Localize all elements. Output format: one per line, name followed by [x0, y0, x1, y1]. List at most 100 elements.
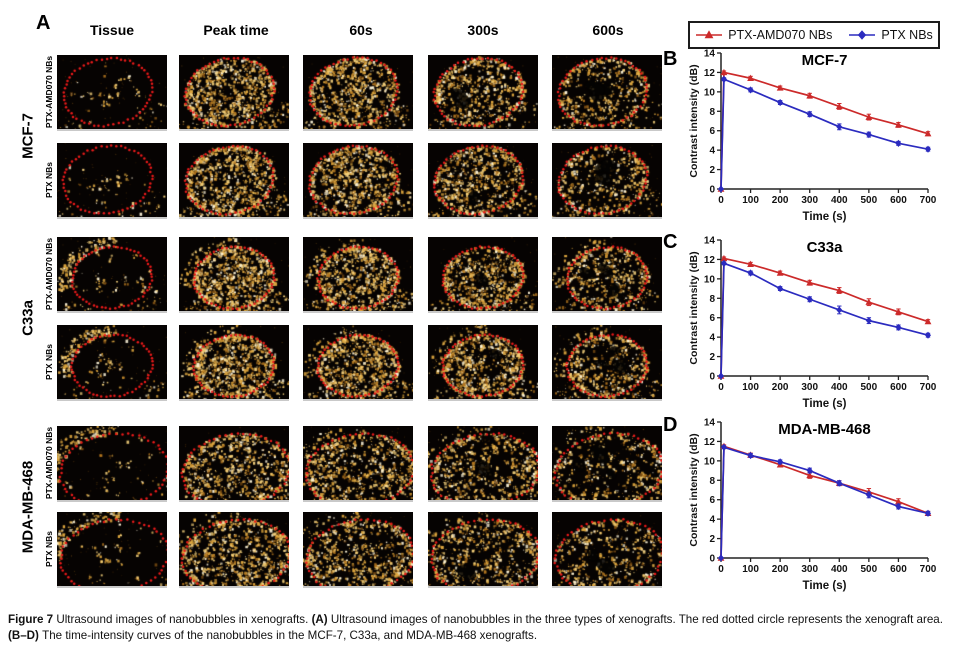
y-tick-label: 12 [704, 255, 716, 266]
ultrasound-canvas [303, 426, 413, 500]
x-axis-label: Time (s) [803, 398, 847, 410]
ultrasound-canvas [552, 512, 662, 586]
triangle-marker-icon [776, 269, 784, 276]
y-tick-label: 6 [709, 313, 715, 324]
series-line-ptx-nbs [720, 262, 929, 377]
ultrasound-image-row2-col5 [552, 143, 662, 219]
caption-part-3: (A) [311, 613, 331, 626]
ultrasound-image-row2-col2 [179, 143, 289, 219]
ultrasound-canvas [303, 143, 413, 217]
y-tick-label: 10 [704, 456, 716, 467]
x-tick-label: 0 [718, 195, 724, 206]
ultrasound-image-row6-col1 [57, 512, 167, 588]
ultrasound-image-row3-col2 [179, 237, 289, 313]
ultrasound-canvas [57, 426, 167, 500]
ultrasound-image-row5-col1 [57, 426, 167, 502]
row-group-label-mda-mb-468: MDA-MB-468 [19, 460, 37, 554]
ultrasound-image-row2-col3 [303, 143, 413, 219]
ultrasound-canvas [303, 55, 413, 129]
ultrasound-image-row4-col1 [57, 325, 167, 401]
diamond-marker-icon [806, 295, 813, 303]
triangle-marker-icon [924, 130, 932, 137]
ultrasound-image-row2-col4 [428, 143, 538, 219]
ultrasound-image-row1-col1 [57, 55, 167, 131]
caption-part-2: Ultrasound images of nanobubbles in xeno… [56, 613, 312, 626]
chart-title: MDA-MB-468 [778, 421, 871, 438]
triangle-marker-icon [806, 471, 814, 479]
x-tick-label: 200 [772, 564, 789, 575]
diamond-marker-icon [836, 479, 843, 487]
ultrasound-canvas [552, 426, 662, 500]
y-tick-label: 0 [709, 185, 715, 196]
x-tick-label: 600 [890, 564, 907, 575]
column-header-peak-time: Peak time [203, 22, 269, 38]
ultrasound-canvas [303, 325, 413, 399]
legend-label: PTX NBs [881, 28, 933, 42]
ultrasound-image-row4-col5 [552, 325, 662, 401]
y-tick-label: 4 [709, 146, 715, 157]
row-label-mda-mb-468-ptx-amd070-nbs: PTX-AMD070 NBs [44, 426, 54, 500]
ultrasound-image-row5-col2 [179, 426, 289, 502]
x-tick-label: 100 [742, 564, 759, 575]
caption-part-1: Figure 7 [8, 613, 57, 626]
ultrasound-image-row5-col5 [552, 426, 662, 502]
ultrasound-image-row3-col1 [57, 237, 167, 313]
ultrasound-canvas [428, 55, 538, 129]
triangle-marker-icon [696, 30, 723, 39]
diamond-marker-icon [836, 123, 843, 131]
ultrasound-canvas [428, 512, 538, 586]
ultrasound-canvas [428, 325, 538, 399]
x-tick-label: 300 [801, 195, 818, 206]
chart-c33a: 0 2 4 6 8 10 12 14 0 100 200 300 400 500 600 700 C33a Tim… [688, 236, 937, 411]
diamond-marker-icon [836, 306, 843, 314]
ultrasound-canvas [57, 512, 167, 586]
triangle-marker-icon [895, 308, 902, 315]
ultrasound-canvas [179, 237, 289, 311]
diamond-marker-icon [925, 331, 931, 339]
series-line-ptx-nbs [720, 78, 929, 190]
ultrasound-image-row2-col1 [57, 143, 167, 219]
x-tick-label: 700 [920, 195, 937, 206]
column-header-600s: 600s [592, 22, 624, 38]
ultrasound-canvas [428, 237, 538, 311]
ultrasound-canvas [57, 237, 167, 311]
row-label-c33a-ptx-nbs: PTX NBs [44, 344, 54, 380]
x-tick-label: 0 [718, 564, 724, 575]
x-axis-label: Time (s) [803, 211, 847, 223]
x-tick-label: 300 [801, 564, 818, 575]
x-axis-label: Time (s) [803, 580, 847, 592]
x-tick-label: 700 [920, 382, 937, 393]
y-tick-label: 10 [704, 87, 716, 98]
ultrasound-image-row3-col4 [428, 237, 538, 313]
triangle-marker-icon [924, 318, 932, 325]
y-tick-label: 2 [709, 534, 715, 545]
x-tick-label: 200 [772, 195, 789, 206]
row-group-label-mcf-7: MCF-7 [19, 113, 37, 159]
triangle-marker-icon [865, 113, 873, 120]
chart-title: MCF-7 [802, 52, 848, 69]
triangle-marker-icon [865, 298, 873, 305]
y-tick-label: 10 [704, 274, 716, 285]
ultrasound-image-row1-col3 [303, 55, 413, 131]
triangle-marker-icon [720, 254, 728, 262]
y-axis-label: Contrast intensity (dB) [688, 251, 700, 364]
legend-item-ptx-amd070-nbs: PTX-AMD070 NBs [695, 28, 832, 42]
x-tick-label: 300 [801, 382, 818, 393]
diamond-marker-icon [849, 30, 876, 40]
diamond-marker-icon [718, 372, 724, 380]
triangle-marker-icon [895, 498, 902, 505]
diamond-marker-icon [720, 75, 727, 83]
legend-label: PTX-AMD070 NBs [728, 28, 833, 42]
diamond-marker-icon [806, 110, 813, 118]
ultrasound-canvas [179, 426, 289, 500]
ultrasound-canvas [428, 143, 538, 217]
axes [720, 422, 928, 559]
panel-b-label: B [663, 48, 678, 70]
y-tick-label: 8 [709, 294, 715, 305]
triangle-marker-icon [895, 121, 902, 128]
column-header-60s: 60s [349, 22, 373, 38]
chart-legend: PTX-AMD070 NBs PTX NBs [688, 21, 940, 49]
x-tick-label: 500 [861, 564, 878, 575]
panel-a-label: A [36, 12, 51, 34]
